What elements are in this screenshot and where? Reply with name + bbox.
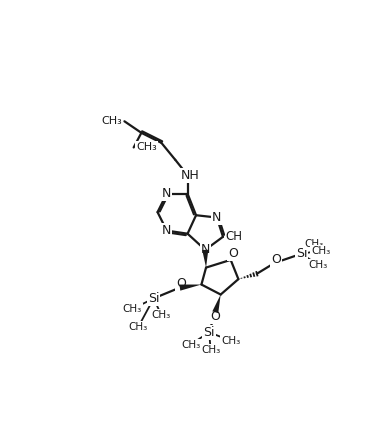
Text: N: N (212, 211, 221, 224)
Text: CH₃: CH₃ (304, 240, 324, 249)
Text: CH₃: CH₃ (136, 142, 157, 153)
Text: N: N (162, 187, 171, 200)
Text: CH₃: CH₃ (309, 260, 328, 270)
Text: CH₃: CH₃ (221, 336, 240, 346)
Text: CH: CH (225, 230, 242, 243)
Text: CH₃: CH₃ (311, 246, 330, 256)
Text: NH: NH (180, 169, 199, 182)
Text: CH₃: CH₃ (129, 322, 148, 332)
Polygon shape (179, 285, 201, 291)
Text: O: O (210, 310, 220, 322)
Polygon shape (202, 250, 208, 268)
Text: CH₃: CH₃ (201, 345, 220, 355)
Text: O: O (271, 252, 281, 266)
Polygon shape (212, 294, 221, 313)
Text: Si: Si (148, 292, 160, 305)
Text: N: N (162, 224, 171, 237)
Text: CH₃: CH₃ (101, 116, 122, 126)
Text: CH₃: CH₃ (181, 339, 200, 350)
Text: CH₃: CH₃ (122, 304, 142, 314)
Text: Si: Si (203, 326, 215, 339)
Text: N: N (201, 244, 210, 256)
Text: Si: Si (296, 247, 307, 260)
Text: O: O (228, 247, 238, 260)
Text: O: O (176, 277, 186, 290)
Text: CH₃: CH₃ (152, 310, 171, 320)
